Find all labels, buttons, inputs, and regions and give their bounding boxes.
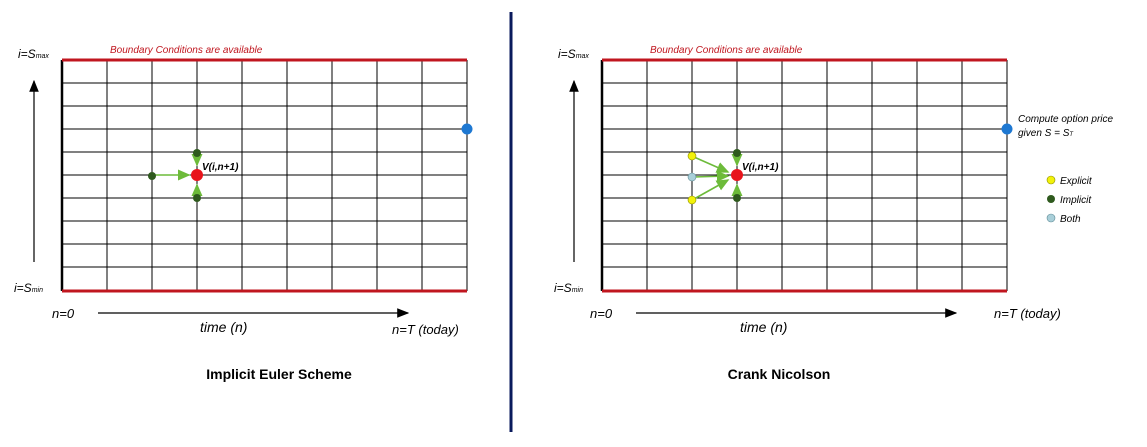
n-start-label: n=0 <box>52 306 75 321</box>
legend: Explicit Implicit Both <box>1046 175 1093 225</box>
y-top-label: i=Smax <box>18 47 49 61</box>
y-bottom-label: i=Smin <box>554 281 583 295</box>
panel-title: Crank Nicolson <box>728 366 831 382</box>
n-end-label: n=T (today) <box>392 322 459 337</box>
node-label: V(i,n+1) <box>202 162 239 173</box>
implicit-node-top <box>733 149 741 157</box>
grid <box>60 60 468 291</box>
explicit-node-top <box>687 151 697 161</box>
stencil-arrow-left <box>692 170 730 182</box>
boundary-label: Boundary Conditions are available <box>110 45 263 56</box>
implicit-node-bottom <box>193 194 201 202</box>
legend-marker-both <box>1046 213 1056 223</box>
target-node <box>191 169 203 181</box>
implicit-node-top <box>193 149 201 157</box>
both-node <box>687 172 697 182</box>
legend-label-implicit: Implicit <box>1060 195 1092 206</box>
implicit-node-bottom <box>733 194 741 202</box>
stencil-arrow-lower-left <box>693 179 730 200</box>
crank-nicolson-panel: Boundary Conditions are available i=Smax… <box>554 45 1113 382</box>
y-top-label: i=Smax <box>558 47 589 61</box>
explicit-node-bottom <box>687 195 697 205</box>
output-node <box>461 123 473 135</box>
panel-title: Implicit Euler Scheme <box>206 366 352 382</box>
stencil-arrow-upper-left <box>693 156 730 173</box>
grid <box>600 60 1008 291</box>
node-label: V(i,n+1) <box>742 162 779 173</box>
time-label: time (n) <box>200 319 247 335</box>
compute-note-line2: given S = ST <box>1018 128 1074 139</box>
y-bottom-label: i=Smin <box>14 281 43 295</box>
legend-label-explicit: Explicit <box>1060 176 1093 187</box>
implicit-euler-panel: Boundary Conditions are available i=Smax… <box>14 45 473 382</box>
output-node <box>1001 123 1013 135</box>
n-end-label: n=T (today) <box>994 306 1061 321</box>
legend-marker-implicit <box>1047 195 1055 203</box>
legend-label-both: Both <box>1060 214 1081 225</box>
boundary-label: Boundary Conditions are available <box>650 45 803 56</box>
target-node <box>731 169 743 181</box>
time-label: time (n) <box>740 319 787 335</box>
compute-note-line1: Compute option price <box>1018 114 1113 125</box>
legend-marker-explicit <box>1046 175 1056 185</box>
implicit-node-left <box>148 172 156 180</box>
n-start-label: n=0 <box>590 306 613 321</box>
